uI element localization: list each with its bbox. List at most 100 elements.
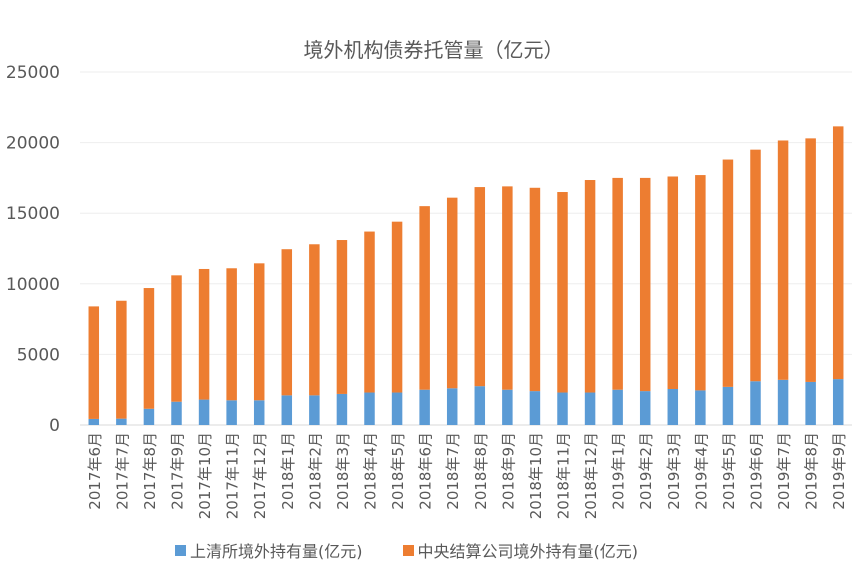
bar-ccdc [116,300,127,419]
legend-label: 上清所境外持有量(亿元) [190,542,363,561]
bar-ccdc [612,177,623,390]
bar-shanghai-clearing [253,400,265,425]
x-tick-label: 2018年12月 [582,432,600,519]
bar-ccdc [722,159,734,387]
bar-ccdc [502,186,513,390]
bar-shanghai-clearing [281,395,293,425]
x-tick-label: 2018年6月 [417,432,435,510]
x-tick-label: 2019年9月 [830,432,848,510]
bar-ccdc [281,249,293,396]
y-tick-label: 0 [49,416,60,436]
legend-item-shanghai-clearing: 上清所境外持有量(亿元) [175,538,363,562]
bar-ccdc [750,149,761,382]
bar-shanghai-clearing [722,386,734,425]
bar-ccdc [88,306,100,419]
bar-shanghai-clearing [336,393,348,425]
x-tick-label: 2019年4月 [692,432,710,510]
bar-ccdc [529,187,541,392]
bar-shanghai-clearing [805,381,816,425]
bar-shanghai-clearing [557,392,568,425]
x-tick-label: 2019年3月 [665,432,683,510]
bar-ccdc [695,175,706,391]
bar-ccdc [309,244,320,396]
bar-shanghai-clearing [116,418,127,425]
bar-ccdc [805,138,816,382]
legend-item-ccdc: 中央结算公司境外持有量(亿元) [402,538,639,562]
bar-ccdc [832,126,844,380]
y-tick-label: 15000 [6,204,60,224]
y-tick-label: 5000 [17,345,60,365]
x-tick-label: 2017年8月 [141,432,159,510]
bar-shanghai-clearing [529,391,541,425]
x-tick-label: 2018年4月 [362,432,380,510]
bar-shanghai-clearing [226,400,237,425]
bar-shanghai-clearing [474,386,486,425]
x-tick-label: 2017年11月 [224,432,242,519]
bar-ccdc [364,231,375,393]
bar-shanghai-clearing [446,388,458,425]
bar-ccdc [171,275,182,402]
bar-ccdc [391,221,403,393]
legend-label: 中央结算公司境外持有量(亿元) [417,542,639,561]
x-tick-label: 2018年7月 [444,432,462,510]
x-tick-label: 2019年7月 [775,432,793,510]
x-tick-label: 2017年12月 [251,432,269,519]
bar-shanghai-clearing [695,390,706,425]
bar-shanghai-clearing [667,388,679,425]
x-tick-label: 2018年5月 [389,432,407,510]
x-tick-label: 2018年11月 [555,432,573,519]
bar-shanghai-clearing [143,408,155,425]
bar-ccdc [419,206,430,390]
x-tick-label: 2018年3月 [334,432,352,510]
bar-shanghai-clearing [88,418,100,425]
x-tick-label: 2019年6月 [748,432,766,510]
legend-swatch-blue [175,544,186,556]
y-tick-label: 20000 [6,134,60,154]
x-tick-label: 2018年10月 [527,432,545,519]
chart-title: 境外机构债券托管量（亿元） [303,38,564,62]
x-tick-label: 2017年9月 [169,432,187,510]
bar-ccdc [253,263,265,401]
bar-ccdc [143,288,155,409]
bar-shanghai-clearing [391,392,403,425]
x-tick-label: 2018年8月 [472,432,490,510]
bar-ccdc [667,176,679,389]
bar-shanghai-clearing [750,381,761,425]
bar-shanghai-clearing [832,379,844,425]
bar-ccdc [557,192,568,393]
bar-ccdc [584,180,596,393]
bar-ccdc [777,140,789,380]
bar-ccdc [474,187,486,387]
x-tick-label: 2018年9月 [499,432,517,510]
bar-ccdc [639,177,651,392]
bar-shanghai-clearing [639,391,651,425]
bar-shanghai-clearing [198,399,210,425]
bar-ccdc [198,268,210,400]
x-tick-label: 2017年10月 [196,432,214,519]
bar-shanghai-clearing [502,389,513,425]
x-tick-label: 2019年8月 [803,432,821,510]
x-tick-label: 2017年6月 [86,432,104,510]
bar-ccdc [336,240,348,394]
bar-shanghai-clearing [777,379,789,425]
bar-shanghai-clearing [419,389,430,425]
y-tick-label: 10000 [6,275,60,295]
x-tick-label: 2019年5月 [720,432,738,510]
bar-shanghai-clearing [309,395,320,425]
bar-shanghai-clearing [171,401,182,425]
x-tick-label: 2017年7月 [113,432,131,510]
legend: 上清所境外持有量(亿元) 中央结算公司境外持有量(亿元) [175,538,638,562]
y-tick-label: 25000 [6,63,60,83]
bar-ccdc [226,268,237,401]
bar-ccdc [446,197,458,389]
bar-shanghai-clearing [364,392,375,425]
x-tick-label: 2018年1月 [279,432,297,510]
x-tick-label: 2019年1月 [610,432,628,510]
x-tick-label: 2019年2月 [637,432,655,510]
bar-shanghai-clearing [612,389,623,425]
legend-swatch-orange [402,544,414,556]
bar-shanghai-clearing [584,392,596,425]
x-tick-label: 2018年2月 [306,432,324,510]
